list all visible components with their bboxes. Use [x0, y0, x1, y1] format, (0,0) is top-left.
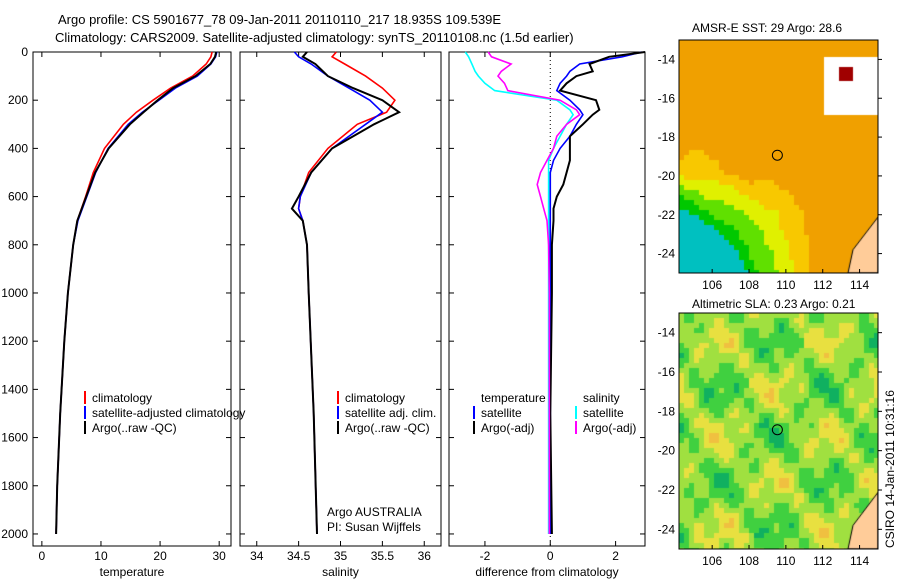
annotation-pi: PI: Susan Wijffels — [327, 520, 421, 534]
x-tick-label: 114 — [850, 278, 869, 292]
legend-label: Argo(-adj) — [583, 421, 636, 435]
series-line-argo-raw-qc- — [55, 51, 218, 535]
sla-map-image — [679, 313, 878, 549]
annotation-argo-australia: Argo AUSTRALIA — [327, 505, 422, 519]
legend-label: Argo(-adj) — [481, 421, 534, 435]
series-line-salinity-argo-adj- — [487, 51, 581, 534]
difference-panel: -2 0 2 difference from climatology — [448, 51, 646, 579]
title-line-1: Argo profile: CS 5901677_78 09-Jan-2011 … — [58, 12, 501, 27]
legend-label: climatology — [345, 391, 405, 405]
y-tick-label: 600 — [8, 190, 28, 204]
sst-map-image — [679, 40, 878, 273]
temperature-legend: climatology satellite-adjusted climatolo… — [84, 391, 245, 435]
legend-label: climatology — [92, 391, 152, 405]
y-tick-label: -18 — [658, 404, 676, 418]
x-tick-label: 2 — [612, 549, 619, 563]
series-line-argo-raw-qc- — [290, 51, 402, 535]
plot-frame — [32, 51, 232, 547]
x-tick-label: 106 — [702, 278, 722, 292]
legend-label: satellite — [583, 406, 624, 420]
y-tick-label: -24 — [658, 522, 676, 536]
series-line-temperature-argo-adj- — [549, 51, 646, 535]
x-tick-label: 108 — [739, 278, 759, 292]
x-axis-label: temperature — [100, 565, 165, 579]
y-tick-label: 1000 — [1, 286, 28, 300]
series-line-satellite-adj-clim- — [293, 51, 384, 535]
y-tick-label: -14 — [658, 326, 676, 340]
legend-label: satellite adj. clim. — [345, 406, 436, 420]
sla-map-axes: 106 108 110 112 114 -14 -16 -18 -20 -22 -24 — [658, 312, 882, 568]
x-tick-label: 36 — [418, 549, 432, 563]
salinity-panel: 34 34.5 35 35.5 36 salinity — [239, 51, 442, 579]
sla-map-title: Altimetric SLA: 0.23 Argo: 0.21 — [692, 297, 856, 311]
legend-title-temperature: temperature — [481, 391, 546, 405]
y-tick-label: -18 — [658, 130, 676, 144]
y-tick-label: -20 — [658, 169, 676, 183]
y-tick-label: 1400 — [1, 382, 28, 396]
x-tick-label: 10 — [94, 549, 108, 563]
series-line-climatology — [297, 51, 396, 535]
title-line-2: Climatology: CARS2009. Satellite-adjuste… — [55, 30, 574, 45]
y-tick-label: -14 — [658, 52, 676, 66]
legend-label: Argo(..raw -QC) — [345, 421, 430, 435]
y-tick-label: 400 — [8, 141, 28, 155]
map-frame — [678, 39, 879, 274]
x-tick-label: 108 — [739, 554, 759, 568]
x-tick-label: 20 — [153, 549, 167, 563]
argo-location-marker — [771, 424, 783, 436]
plot-frame — [239, 51, 442, 547]
x-tick-label: 110 — [776, 554, 795, 568]
series-line-satellite-adjusted-climatology — [55, 51, 218, 535]
y-tick-label: -22 — [658, 208, 676, 222]
y-tick-label: 800 — [8, 238, 28, 252]
side-label: CSIRO 14-Jan-2011 10:31:16 — [883, 390, 897, 548]
x-tick-label: 35.5 — [371, 549, 395, 563]
plot-frame — [448, 51, 646, 547]
x-tick-label: 0 — [39, 549, 46, 563]
y-tick-label: -22 — [658, 483, 676, 497]
map-frame — [678, 312, 879, 550]
y-tick-label: 1800 — [1, 479, 28, 493]
sst-map-axes: 106 108 110 112 114 -14 -16 -18 -20 -22 -24 — [658, 39, 882, 292]
legend-label: satellite-adjusted climatology — [92, 406, 245, 420]
series-line-temperature-satellite — [549, 51, 642, 534]
temperature-panel: 0 10 20 30 0 200 400 600 800 1000 1200 1400 1600 1800… — [1, 45, 232, 579]
x-tick-label: 0 — [547, 549, 554, 563]
legend-label: Argo(..raw -QC) — [92, 421, 177, 435]
difference-legend: temperature satellite Argo(-adj) salinit… — [473, 391, 636, 435]
x-tick-label: 35 — [334, 549, 348, 563]
series-line-climatology — [55, 51, 213, 535]
y-tick-label: 200 — [8, 93, 28, 107]
y-tick-label: 1200 — [1, 334, 28, 348]
y-tick-label: 2000 — [1, 527, 28, 541]
salinity-legend: climatology satellite adj. clim. Argo(..… — [327, 391, 436, 534]
sst-map-title: AMSR-E SST: 29 Argo: 28.6 — [692, 21, 842, 35]
x-tick-label: 30 — [212, 549, 226, 563]
x-tick-label: 110 — [776, 278, 795, 292]
x-tick-label: 106 — [702, 554, 722, 568]
y-tick-label: -20 — [658, 444, 676, 458]
x-tick-label: 34 — [250, 549, 264, 563]
x-tick-label: 34.5 — [287, 549, 311, 563]
legend-label: satellite — [481, 406, 522, 420]
y-tick-label: -24 — [658, 247, 676, 261]
series-line-salinity-satellite — [464, 51, 575, 534]
y-tick-label: -16 — [658, 365, 676, 379]
x-axis-label: difference from climatology — [475, 565, 618, 579]
y-tick-label: -16 — [658, 91, 676, 105]
legend-title-salinity: salinity — [583, 391, 620, 405]
x-axis-label: salinity — [322, 565, 359, 579]
x-tick-label: 114 — [850, 554, 869, 568]
y-tick-label: 1600 — [1, 431, 28, 445]
x-tick-label: 112 — [813, 278, 832, 292]
argo-location-marker — [771, 149, 783, 161]
x-tick-label: -2 — [480, 549, 491, 563]
x-tick-label: 112 — [813, 554, 832, 568]
y-tick-label: 0 — [21, 45, 28, 59]
